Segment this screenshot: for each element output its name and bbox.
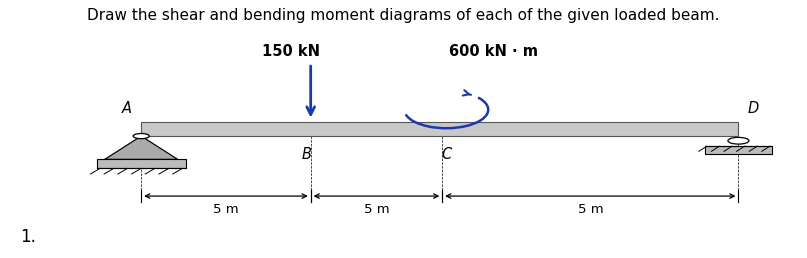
Text: 5 m: 5 m	[364, 203, 389, 216]
Text: 5 m: 5 m	[578, 203, 603, 216]
Text: 1.: 1.	[20, 228, 36, 246]
Text: A: A	[122, 101, 132, 116]
Polygon shape	[105, 136, 178, 159]
Text: B: B	[302, 147, 312, 162]
Bar	[141, 122, 738, 136]
Text: 150 kN: 150 kN	[261, 44, 320, 59]
Bar	[705, 146, 772, 154]
Bar	[97, 159, 186, 168]
Text: 5 m: 5 m	[213, 203, 239, 216]
Text: C: C	[441, 147, 451, 162]
Circle shape	[728, 137, 749, 144]
Text: 600 kN · m: 600 kN · m	[449, 44, 538, 59]
Text: D: D	[747, 101, 759, 116]
Text: Draw the shear and bending moment diagrams of each of the given loaded beam.: Draw the shear and bending moment diagra…	[87, 8, 720, 23]
Circle shape	[133, 134, 149, 139]
